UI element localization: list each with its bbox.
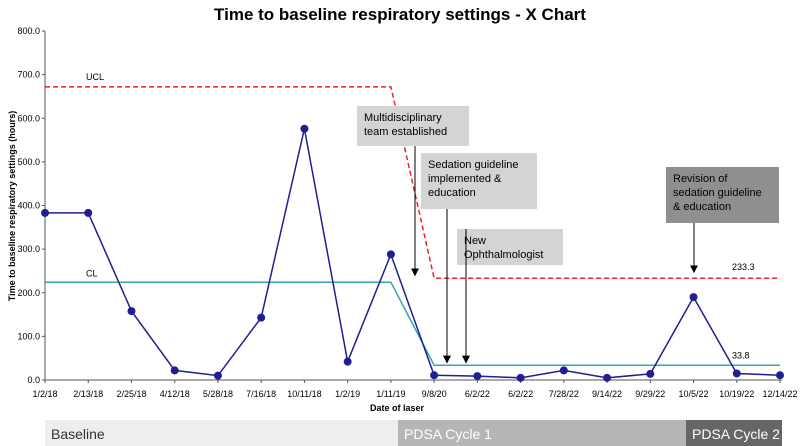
y-tick-label: 0.0 bbox=[27, 375, 40, 385]
data-point bbox=[603, 373, 612, 382]
annotation: Sedation guideline implemented & education bbox=[421, 153, 537, 364]
data-point bbox=[300, 124, 309, 133]
data-point bbox=[343, 357, 352, 366]
ucl-value-label: 233.3 bbox=[732, 262, 755, 272]
data-series bbox=[41, 124, 784, 382]
data-point bbox=[430, 371, 439, 380]
x-tick-label: 7/16/18 bbox=[246, 389, 276, 399]
annotation: New Ophthalmologist bbox=[457, 229, 563, 364]
y-tick-label: 100.0 bbox=[17, 331, 40, 341]
x-tick-label: 9/14/22 bbox=[592, 389, 622, 399]
x-tick-label: 12/14/22 bbox=[762, 389, 797, 399]
annotation-text: New bbox=[464, 235, 486, 247]
annotation-box bbox=[457, 229, 563, 265]
x-tick-label: 1/11/19 bbox=[376, 389, 405, 399]
data-point bbox=[516, 373, 525, 382]
x-tick-label: 1/2/19 bbox=[335, 389, 360, 399]
data-point bbox=[646, 369, 655, 378]
x-tick-label: 9/8/20 bbox=[422, 389, 447, 399]
annotations: Multidisciplinary team established Sedatio… bbox=[357, 106, 779, 364]
ucl-label: UCL bbox=[86, 72, 104, 82]
x-tick-label: 6/2/22 bbox=[508, 389, 533, 399]
cl-label: CL bbox=[86, 268, 98, 278]
x-tick-label: 4/12/18 bbox=[160, 389, 190, 399]
cl-line bbox=[45, 281, 780, 367]
phase-segment bbox=[398, 420, 686, 446]
y-tick-label: 700.0 bbox=[17, 70, 40, 80]
y-tick-labels: 0.0 100.0 200.0 300.0 400.0 500.0 600.0 700.0 80… bbox=[17, 26, 45, 385]
annotation-text: Ophthalmologist bbox=[464, 249, 544, 261]
annotation-text: sedation guideline bbox=[673, 187, 762, 199]
y-tick-label: 300.0 bbox=[17, 244, 40, 254]
ucl-line bbox=[45, 86, 780, 279]
chart-title: Time to baseline respiratory settings - … bbox=[214, 5, 586, 24]
data-point bbox=[257, 313, 266, 322]
data-point bbox=[127, 307, 136, 316]
phase-segment bbox=[45, 420, 398, 446]
y-tick-label: 500.0 bbox=[17, 157, 40, 167]
annotation-text: Multidisciplinary bbox=[364, 112, 442, 124]
x-tick-labels: 1/2/18 2/13/18 2/25/18 4/12/18 5/28/18 7/16/1… bbox=[32, 380, 798, 399]
annotation-text: Sedation guideline bbox=[428, 159, 519, 171]
annotation: Revision of sedation guideline & education bbox=[666, 167, 779, 274]
annotation-text: & education bbox=[673, 201, 731, 213]
y-tick-label: 800.0 bbox=[17, 26, 40, 36]
data-point bbox=[386, 250, 395, 259]
y-axis-title: Time to baseline respiratory settings (h… bbox=[7, 111, 17, 301]
data-point bbox=[689, 293, 698, 302]
data-point bbox=[559, 366, 568, 375]
annotation-text: team established bbox=[364, 126, 447, 138]
data-point bbox=[84, 208, 93, 217]
annotation-text: Revision of bbox=[673, 173, 728, 185]
annotation-box bbox=[666, 167, 779, 223]
phase-segment bbox=[686, 420, 782, 446]
phase-bar: Baseline PDSA Cycle 1 PDSA Cycle 2 bbox=[45, 420, 782, 446]
series-line bbox=[45, 128, 781, 379]
phase-label: PDSA Cycle 1 bbox=[404, 426, 492, 442]
annotation-box bbox=[357, 106, 469, 146]
data-point bbox=[170, 366, 179, 375]
data-point bbox=[213, 371, 222, 380]
phase-label: Baseline bbox=[51, 426, 105, 442]
x-tick-label: 7/28/22 bbox=[549, 389, 579, 399]
x-tick-label: 1/2/18 bbox=[32, 389, 57, 399]
x-tick-label: 10/11/18 bbox=[287, 389, 321, 399]
annotation-text: implemented & bbox=[428, 173, 502, 185]
x-tick-label: 6/2/22 bbox=[465, 389, 490, 399]
y-tick-label: 600.0 bbox=[17, 113, 40, 123]
x-tick-label: 2/13/18 bbox=[73, 389, 103, 399]
cl-value-label: 33.8 bbox=[732, 350, 750, 360]
y-tick-label: 200.0 bbox=[17, 288, 40, 298]
x-tick-label: 9/29/22 bbox=[635, 389, 665, 399]
annotation: Multidisciplinary team established bbox=[357, 106, 469, 277]
data-point bbox=[41, 208, 49, 217]
control-limits: UCL CL 233.3 33.8 bbox=[45, 72, 780, 367]
x-tick-label: 10/5/22 bbox=[679, 389, 709, 399]
x-axis-title: Date of laser bbox=[370, 403, 425, 413]
data-point bbox=[473, 372, 482, 381]
phase-label: PDSA Cycle 2 bbox=[692, 426, 780, 442]
data-point bbox=[776, 371, 784, 380]
annotation-box bbox=[421, 153, 537, 209]
y-tick-label: 400.0 bbox=[17, 201, 40, 211]
x-tick-label: 5/28/18 bbox=[203, 389, 233, 399]
annotation-text: education bbox=[428, 187, 476, 199]
x-tick-label: 2/25/18 bbox=[116, 389, 146, 399]
data-point bbox=[732, 369, 741, 378]
x-tick-label: 10/19/22 bbox=[719, 389, 754, 399]
